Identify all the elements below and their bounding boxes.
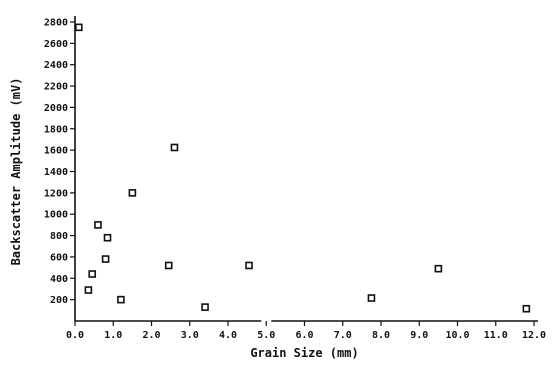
x-tick-label: 0.0 [66,330,84,341]
y-tick-label: 200 [50,295,68,306]
x-tick-label: 12.0 [522,330,546,341]
data-point [164,261,173,270]
data-point [434,264,443,273]
y-tick-label: 2000 [44,103,68,114]
data-points [75,23,531,313]
y-tick-label: 800 [50,231,68,242]
y-axis-ticks: 200 400 600 800 1000 1200 1400 1600 1800 2000 2200… [44,18,75,306]
data-point [103,233,112,242]
y-tick-label: 1400 [44,167,68,178]
y-tick-label: 400 [50,274,68,285]
y-tick-label: 2800 [44,18,68,29]
y-tick-label: 2600 [44,39,68,50]
data-point [94,221,102,229]
data-point [245,261,253,270]
axes [74,16,538,322]
x-tick-label: 9.0 [410,330,428,341]
y-tick-label: 600 [50,252,68,263]
x-tick-label: 8.0 [372,330,390,341]
y-tick-label: 1000 [44,210,68,221]
data-point [75,23,83,32]
data-point [88,270,97,278]
data-point [84,286,93,294]
x-tick-label: 3.0 [181,330,199,341]
x-axis-title: Grain Size (mm) [250,346,358,360]
y-tick-label: 1200 [44,188,68,199]
data-point [522,304,531,313]
x-tick-label: 10.0 [445,330,469,341]
data-point [128,189,137,197]
x-tick-label: 4.0 [219,330,237,341]
x-tick-label: 5.0 [257,330,275,341]
data-point [367,294,376,302]
data-point [201,303,209,311]
x-tick-label: 2.0 [142,330,160,341]
y-tick-label: 1600 [44,146,68,157]
data-point [170,143,179,152]
data-point [117,295,125,304]
x-tick-label: 1.0 [104,330,122,341]
y-tick-label: 2400 [44,60,68,71]
y-axis-title: Backscatter Amplitude (mV) [9,78,23,266]
x-axis-ticks: 0.0 1.0 2.0 3.0 4.0 5.0 6.0 7.0 8.0 9.0 10.0 11.0 12… [66,321,546,341]
x-tick-label: 6.0 [295,330,313,341]
y-tick-label: 2200 [44,82,68,93]
data-point [101,255,110,263]
y-tick-label: 1800 [44,124,68,135]
x-tick-label: 11.0 [484,330,508,341]
x-tick-label: 7.0 [334,330,352,341]
